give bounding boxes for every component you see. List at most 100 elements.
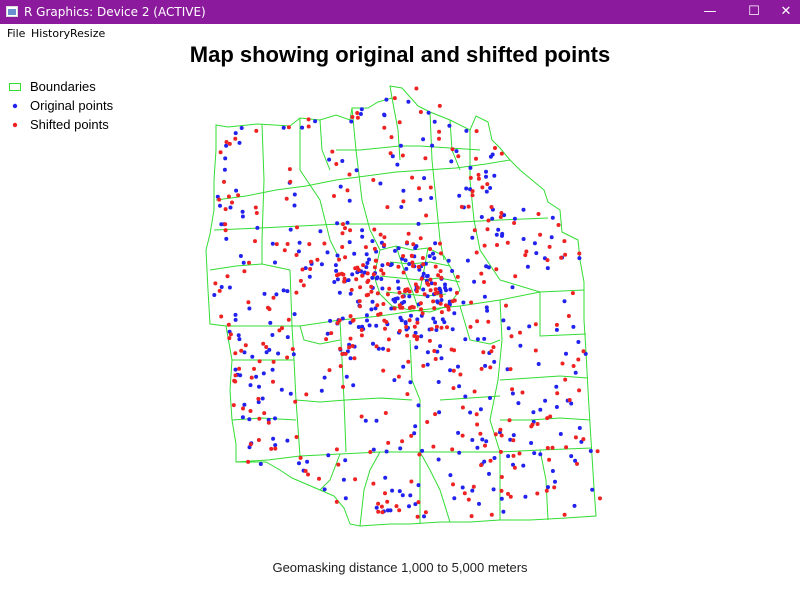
shifted-point (452, 348, 457, 353)
shifted-point (595, 449, 600, 454)
original-point (492, 359, 497, 364)
shifted-point (257, 416, 262, 421)
original-point (538, 452, 543, 457)
original-point (573, 458, 578, 463)
shifted-point (348, 314, 353, 319)
shifted-point (315, 257, 320, 262)
shifted-point (418, 236, 423, 241)
shifted-point (524, 249, 529, 254)
shifted-point (506, 491, 510, 496)
shifted-point (567, 398, 572, 402)
original-point (408, 493, 413, 498)
shifted-point (385, 262, 390, 266)
original-point (408, 380, 413, 385)
shifted-point (512, 465, 517, 470)
original-point (325, 331, 330, 336)
internal-boundary (289, 269, 587, 520)
original-point (430, 143, 435, 148)
shifted-point (217, 288, 222, 293)
menu-bar: File History Resize (0, 24, 800, 42)
original-point (233, 367, 238, 372)
original-point (447, 123, 452, 128)
shifted-point (376, 509, 381, 514)
original-point (426, 110, 431, 115)
original-point (553, 479, 557, 484)
shifted-point (417, 186, 421, 191)
minimize-button[interactable]: — (703, 4, 717, 19)
original-point (404, 266, 409, 271)
original-point (484, 305, 489, 310)
shifted-point (429, 327, 434, 332)
shifted-point (581, 437, 586, 442)
shifted-point (371, 272, 376, 277)
original-point (590, 487, 595, 492)
original-point (335, 277, 340, 282)
shifted-point (271, 295, 276, 300)
original-point (538, 407, 543, 412)
shifted-point (394, 504, 399, 509)
original-point (433, 320, 438, 325)
maximize-button[interactable]: ☐ (748, 4, 760, 19)
shifted-point (518, 330, 522, 335)
shifted-point (286, 317, 291, 322)
shifted-point (300, 267, 305, 272)
original-point (483, 363, 488, 368)
original-point (518, 343, 523, 348)
shifted-point (437, 103, 442, 108)
original-point (438, 344, 443, 349)
shifted-point (337, 257, 341, 262)
original-point (313, 119, 318, 124)
original-point (494, 232, 499, 237)
menu-history[interactable]: History (31, 27, 71, 40)
shifted-point (322, 241, 327, 246)
original-point (448, 287, 453, 292)
original-point (573, 370, 578, 375)
close-button[interactable]: ✕ (780, 4, 792, 19)
original-point (364, 265, 369, 270)
original-point (268, 320, 273, 325)
original-point (464, 186, 469, 191)
original-point (579, 439, 584, 444)
shifted-point (254, 128, 259, 133)
shifted-point (277, 328, 282, 333)
original-point (384, 449, 389, 454)
original-point (401, 188, 406, 193)
original-point (412, 431, 417, 436)
shifted-point (369, 289, 374, 294)
shifted-point (520, 390, 525, 395)
original-point (492, 173, 497, 178)
original-point (425, 294, 430, 299)
shifted-point (489, 349, 494, 354)
shifted-point (562, 512, 567, 517)
original-point (250, 354, 255, 359)
original-point (407, 294, 412, 299)
menu-file[interactable]: File (7, 27, 26, 40)
shifted-point (479, 366, 484, 371)
original-point (406, 99, 411, 104)
shifted-point (424, 213, 429, 218)
shifted-point (269, 446, 274, 451)
shifted-point (450, 147, 455, 152)
original-point (218, 203, 222, 208)
original-point (409, 313, 413, 318)
shifted-point (286, 125, 291, 130)
menu-resize[interactable]: Resize (70, 27, 106, 40)
shifted-point (327, 368, 332, 373)
internal-boundary (235, 339, 593, 524)
original-point (338, 184, 343, 189)
shifted-point (563, 252, 568, 257)
shifted-point (409, 479, 414, 484)
shifted-point (581, 349, 586, 354)
shifted-point (571, 364, 576, 368)
original-point (367, 323, 372, 328)
shifted-point (498, 427, 503, 432)
original-point (319, 388, 324, 393)
original-point (285, 438, 290, 443)
original-point (482, 459, 487, 464)
shifted-point (459, 204, 464, 209)
original-point (511, 462, 515, 467)
blue-dot-icon (12, 103, 18, 109)
original-point (418, 197, 423, 202)
original-point (439, 298, 444, 302)
original-point (254, 374, 259, 379)
